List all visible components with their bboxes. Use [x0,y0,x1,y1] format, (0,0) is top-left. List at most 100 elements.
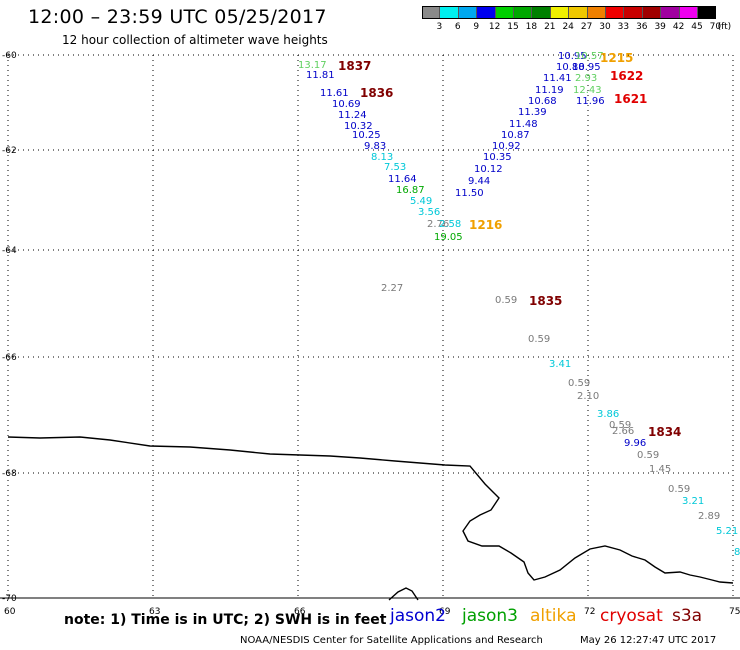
wave-height-value: 3.56 [418,207,440,218]
color-scale-label: 18 [525,22,538,32]
longitude-label: 63 [149,607,160,617]
wave-height-value: 2.58 [439,219,461,230]
color-swatch [514,6,533,19]
track-time-label: 1834 [648,425,681,439]
wave-height-value: 11.64 [388,174,417,185]
longitude-label: 66 [294,607,306,617]
wave-height-value: 2.76 [427,219,449,230]
wave-height-value: 2.27 [381,283,403,294]
wave-height-value: 8 [734,547,740,558]
color-scale-label: 3 [436,22,443,32]
color-swatch [495,6,514,19]
track-time-label: 1837 [338,59,371,73]
wave-height-value: 16.87 [396,185,425,196]
wave-height-value: 10.57 [575,51,604,62]
wave-height-value: 11.50 [455,188,484,199]
latitude-label: -66 [2,353,17,363]
color-swatch [679,6,698,19]
longitude-label: 72 [584,607,595,617]
color-swatch [569,6,588,19]
color-scale-label: 36 [636,22,648,32]
wave-height-value: 11.39 [518,107,547,118]
coastline-main [7,436,734,584]
color-scale-label: 12 [488,22,501,32]
wave-height-value: 10.95 [558,51,587,62]
wave-height-value: 10.68 [528,96,557,107]
color-swatch [532,6,551,19]
color-swatch [661,6,680,19]
wave-height-value: 11.41 [543,73,572,84]
wave-height-value: 10.35 [483,152,512,163]
satellite-legend-cryosat: cryosat [600,606,663,626]
color-swatch [550,6,570,19]
lat-lon-labels: -60 -62 -64 -66 -68 -70 60 63 66 69 72 75 [2,51,740,617]
latitude-label: -64 [2,246,17,256]
wave-height-value: 10.87 [501,130,530,141]
wave-height-value: 10.92 [492,141,521,152]
wave-height-value: 2.10 [577,391,599,402]
color-scale-unit: (ft) [717,22,732,32]
wave-height-value: 7.53 [384,162,406,173]
wave-height-value: 9.44 [468,176,490,187]
color-scale-label: 45 [691,22,703,32]
satellite-legend-altika: altika [530,606,577,626]
wave-height-value: 13.17 [298,60,327,71]
color-scale-label: 6 [454,22,461,32]
color-swatch [422,6,441,19]
color-scale-label: 30 [599,22,611,32]
wave-height-value: 2.66 [612,426,634,437]
satellite-legend-jason3: jason3 [462,606,518,626]
wave-height-value: 10.95 [572,62,601,73]
color-swatch [606,6,625,19]
color-scale-label: 33 [617,22,630,32]
wave-height-value: 0.59 [668,484,690,495]
wave-height-value: 1.45 [649,464,671,475]
wave-height-value: 0.59 [495,295,517,306]
color-swatch [477,6,496,19]
wave-height-value: 11.19 [535,85,564,96]
wave-height-value: 9.83 [364,141,386,152]
wave-height-value: 5.21 [716,526,738,537]
graticule-lines [0,54,740,599]
latitude-label: -68 [2,469,17,479]
coastline [7,436,734,601]
wave-height-value: 10.12 [474,164,503,175]
wave-height-value: 9.96 [624,438,646,449]
wave-height-value: 2.93 [575,73,597,84]
wave-height-value: 10.88 [556,62,585,73]
wave-height-value: 11.48 [509,119,538,130]
wave-height-value: 10.69 [332,99,361,110]
wave-height-value: 0.59 [637,450,659,461]
wave-height-value: 3.41 [549,359,571,370]
color-swatch [624,6,643,19]
latitude-label: -70 [2,594,17,604]
page-subtitle: 12 hour collection of altimeter wave hei… [62,33,328,47]
color-swatch [458,6,478,19]
track-time-label: 1622 [610,69,643,83]
longitude-label: 69 [439,607,451,617]
color-scale-label: 9 [473,22,480,32]
wave-height-value: 11.81 [306,70,335,81]
color-scale-label: 27 [580,22,593,32]
wave-height-readings: 13.1711.8111.6110.6911.2410.3210.259.838… [298,51,740,558]
wave-height-value: 11.96 [576,96,605,107]
wave-height-value: 0.59 [568,378,590,389]
track-time-label: 1836 [360,86,393,100]
color-scale-label: 21 [544,22,556,32]
wave-height-value: 19.05 [434,232,463,243]
color-scale-label: 24 [562,22,574,32]
wave-height-value: 3.86 [597,409,619,420]
wave-height-value: 2.89 [698,511,720,522]
color-swatch [587,6,606,19]
page-title: 12:00 – 23:59 UTC 05/25/2017 [28,6,327,28]
color-scale-legend: 3 6 9 12 15 18 21 24 27 30 33 36 39 42 45 70 (ft) [422,6,732,40]
track-time-label: 1215 [600,51,633,65]
generated-timestamp: May 26 12:27:47 UTC 2017 [580,635,717,646]
longitude-label: 60 [4,607,16,617]
track-time-label: 1216 [469,218,502,232]
wave-height-value: 12.43 [573,85,602,96]
latitude-label: -62 [2,146,17,156]
wave-height-value: 10.32 [344,121,373,132]
